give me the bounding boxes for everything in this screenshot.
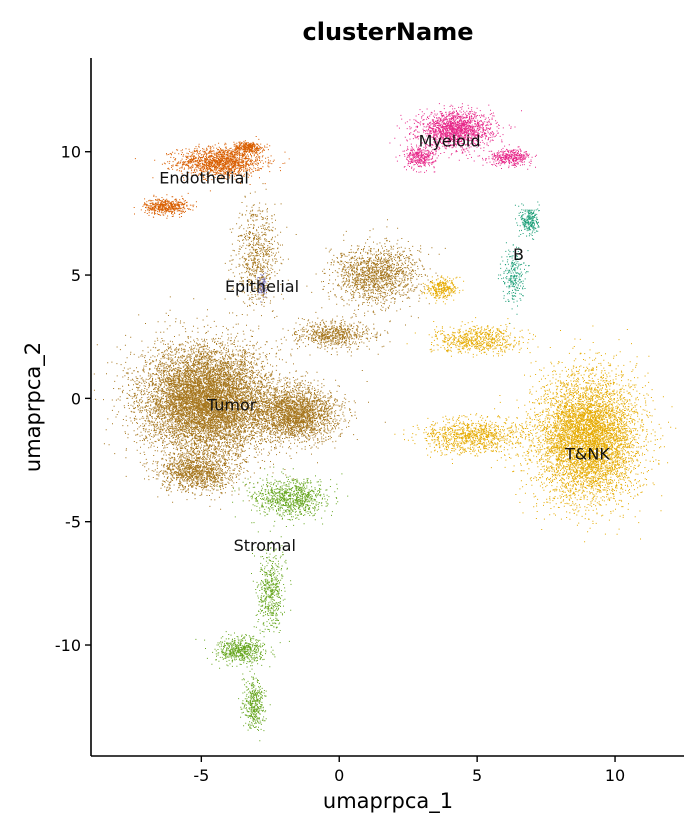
scatter-points [133, 136, 290, 219]
x-tick-label: 5 [472, 766, 482, 785]
cluster-points-tumor [93, 183, 446, 510]
x-tick-label: 10 [605, 766, 625, 785]
scatter-points [195, 466, 349, 742]
scatter-points [93, 183, 446, 510]
cluster-label-b: B [513, 245, 524, 264]
cluster-points-epithelial [257, 269, 269, 303]
x-tick-label: 0 [334, 766, 344, 785]
scatter-points [389, 103, 537, 173]
cluster-label-endothelial: Endothelial [159, 168, 249, 187]
x-axis-title: umaprpca_1 [323, 789, 453, 814]
cluster-label-stromal: Stromal [234, 536, 296, 555]
x-ticks: -5 0 5 10 [193, 756, 625, 785]
y-ticks: -10 -5 0 5 10 [55, 143, 91, 655]
y-tick-label: -5 [65, 513, 81, 532]
point-layer [93, 103, 677, 742]
cluster-points-myeloid [389, 103, 537, 173]
cluster-label-tumor: Tumor [206, 395, 257, 414]
scatter-points [257, 269, 269, 303]
scatter-points [394, 275, 677, 543]
y-axis-title: umaprpca_2 [21, 342, 46, 472]
y-tick-label: 0 [71, 389, 81, 408]
chart-title: clusterName [303, 18, 474, 46]
cluster-points-t-nk [394, 275, 677, 543]
y-tick-label: -10 [55, 636, 81, 655]
y-tick-label: 10 [61, 143, 81, 162]
cluster-labels: Endothelial Myeloid B Epithelial Tumor Stroma… [159, 131, 610, 554]
cluster-label-myeloid: Myeloid [419, 131, 481, 150]
x-tick-label: -5 [193, 766, 209, 785]
cluster-points-endothelial [133, 136, 290, 219]
cluster-label-epithelial: Epithelial [225, 277, 299, 296]
y-tick-label: 5 [71, 266, 81, 285]
cluster-label-t-nk: T&NK [564, 445, 610, 464]
cluster-points-stromal [195, 466, 349, 742]
